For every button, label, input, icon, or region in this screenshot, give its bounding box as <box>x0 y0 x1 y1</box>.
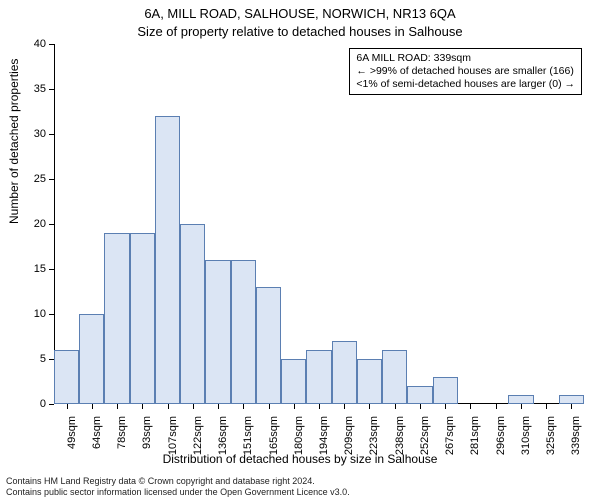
legend-line-2: ← >99% of detached houses are smaller (1… <box>356 65 575 78</box>
ytick-line <box>49 314 54 315</box>
histogram-bar <box>559 395 584 404</box>
footer-attribution: Contains HM Land Registry data © Crown c… <box>6 476 350 498</box>
xtick-label: 165sqm <box>268 416 280 455</box>
x-axis-label: Distribution of detached houses by size … <box>0 452 600 466</box>
histogram-bar <box>180 224 205 404</box>
legend-line-1: 6A MILL ROAD: 339sqm <box>356 52 575 65</box>
xtick-label: 64sqm <box>91 416 103 449</box>
xtick-line <box>470 404 471 409</box>
xtick-line <box>344 404 345 409</box>
page-title: 6A, MILL ROAD, SALHOUSE, NORWICH, NR13 6… <box>0 6 600 21</box>
xtick-line <box>294 404 295 409</box>
xtick-line <box>420 404 421 409</box>
histogram-bar <box>382 350 407 404</box>
histogram-bar <box>231 260 256 404</box>
ytick-label: 10 <box>34 308 46 320</box>
histogram-bar <box>256 287 281 404</box>
plot-area: 051015202530354049sqm64sqm78sqm93sqm107s… <box>54 44 584 404</box>
xtick-label: 107sqm <box>167 416 179 455</box>
histogram-bar <box>130 233 155 404</box>
histogram-bar <box>306 350 331 404</box>
ytick-line <box>49 134 54 135</box>
xtick-label: 122sqm <box>192 416 204 455</box>
xtick-line <box>67 404 68 409</box>
y-axis-label: Number of detached properties <box>7 59 21 224</box>
ytick-line <box>49 179 54 180</box>
ytick-line <box>49 404 54 405</box>
ytick-label: 0 <box>40 398 46 410</box>
xtick-label: 339sqm <box>570 416 582 455</box>
xtick-line <box>92 404 93 409</box>
xtick-label: 49sqm <box>66 416 78 449</box>
ytick-label: 40 <box>34 38 46 50</box>
xtick-line <box>243 404 244 409</box>
histogram-bar <box>407 386 432 404</box>
xtick-line <box>142 404 143 409</box>
ytick-line <box>49 44 54 45</box>
xtick-label: 78sqm <box>116 416 128 449</box>
xtick-line <box>571 404 572 409</box>
xtick-label: 194sqm <box>318 416 330 455</box>
footer-line-2: Contains public sector information licen… <box>6 487 350 498</box>
xtick-line <box>193 404 194 409</box>
xtick-line <box>269 404 270 409</box>
ytick-label: 25 <box>34 173 46 185</box>
histogram-bar <box>54 350 79 404</box>
xtick-label: 296sqm <box>495 416 507 455</box>
ytick-label: 5 <box>40 353 46 365</box>
xtick-line <box>168 404 169 409</box>
ytick-label: 30 <box>34 128 46 140</box>
ytick-label: 15 <box>34 263 46 275</box>
xtick-label: 136sqm <box>217 416 229 455</box>
xtick-line <box>445 404 446 409</box>
xtick-line <box>395 404 396 409</box>
histogram-bar <box>155 116 180 404</box>
legend-box: 6A MILL ROAD: 339sqm ← >99% of detached … <box>349 48 582 95</box>
histogram-bar <box>79 314 104 404</box>
histogram-bar <box>357 359 382 404</box>
xtick-label: 325sqm <box>545 416 557 455</box>
ytick-line <box>49 89 54 90</box>
xtick-label: 267sqm <box>444 416 456 455</box>
xtick-label: 151sqm <box>242 416 254 455</box>
xtick-label: 238sqm <box>394 416 406 455</box>
xtick-line <box>496 404 497 409</box>
xtick-line <box>369 404 370 409</box>
xtick-label: 223sqm <box>368 416 380 455</box>
legend-line-3: <1% of semi-detached houses are larger (… <box>356 78 575 91</box>
xtick-label: 252sqm <box>419 416 431 455</box>
ytick-line <box>49 269 54 270</box>
xtick-line <box>319 404 320 409</box>
histogram-bar <box>508 395 533 404</box>
xtick-label: 93sqm <box>141 416 153 449</box>
footer-line-1: Contains HM Land Registry data © Crown c… <box>6 476 350 487</box>
histogram-bar <box>104 233 129 404</box>
histogram-bar <box>281 359 306 404</box>
xtick-label: 209sqm <box>343 416 355 455</box>
xtick-line <box>521 404 522 409</box>
xtick-label: 180sqm <box>293 416 305 455</box>
histogram-bar <box>332 341 357 404</box>
histogram-bar <box>433 377 458 404</box>
xtick-line <box>546 404 547 409</box>
ytick-label: 35 <box>34 83 46 95</box>
chart-subtitle: Size of property relative to detached ho… <box>0 24 600 39</box>
histogram-bar <box>205 260 230 404</box>
xtick-label: 281sqm <box>469 416 481 455</box>
ytick-label: 20 <box>34 218 46 230</box>
xtick-line <box>218 404 219 409</box>
xtick-line <box>117 404 118 409</box>
chart-container: 6A, MILL ROAD, SALHOUSE, NORWICH, NR13 6… <box>0 0 600 500</box>
ytick-line <box>49 224 54 225</box>
xtick-label: 310sqm <box>520 416 532 455</box>
